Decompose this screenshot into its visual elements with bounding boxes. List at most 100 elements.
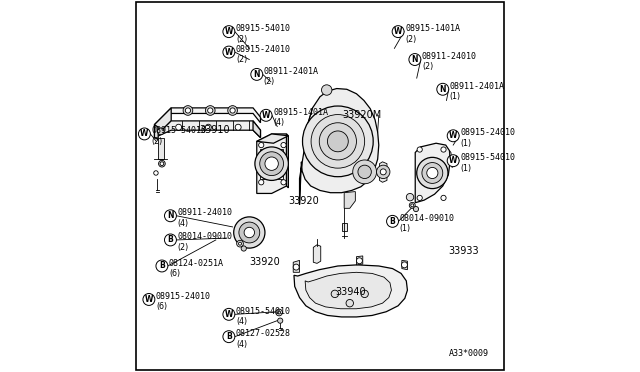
Text: W: W [394, 27, 403, 36]
Text: 08915-54010: 08915-54010 [152, 126, 207, 135]
Circle shape [427, 167, 438, 179]
Text: (4): (4) [273, 118, 284, 127]
Circle shape [380, 169, 386, 175]
Circle shape [417, 157, 448, 189]
Polygon shape [300, 89, 379, 205]
Text: N: N [167, 211, 173, 220]
Text: 08014-09010: 08014-09010 [177, 232, 232, 241]
Text: 08915-1401A: 08915-1401A [273, 108, 328, 117]
Circle shape [356, 258, 362, 264]
Circle shape [441, 147, 446, 152]
Polygon shape [402, 260, 408, 270]
Circle shape [447, 155, 459, 167]
Text: W: W [145, 295, 153, 304]
Circle shape [346, 299, 353, 307]
Text: B: B [390, 217, 396, 226]
Circle shape [228, 106, 237, 115]
Circle shape [437, 83, 449, 95]
Polygon shape [154, 108, 260, 127]
Circle shape [223, 308, 235, 320]
Text: N: N [412, 55, 418, 64]
Text: 08014-09010: 08014-09010 [399, 214, 454, 223]
Circle shape [138, 128, 150, 140]
Text: 33933: 33933 [449, 246, 479, 256]
Circle shape [156, 260, 168, 272]
Text: (1): (1) [450, 92, 461, 101]
Polygon shape [380, 162, 387, 182]
Text: A33*0009: A33*0009 [449, 349, 489, 358]
Text: 08911-2401A: 08911-2401A [264, 67, 319, 76]
Circle shape [251, 68, 262, 80]
Circle shape [387, 215, 399, 227]
Text: (1): (1) [399, 224, 411, 233]
Text: 08915-54010: 08915-54010 [460, 153, 515, 162]
Circle shape [164, 234, 177, 246]
Circle shape [358, 165, 371, 179]
Text: (2): (2) [236, 35, 247, 44]
Circle shape [164, 210, 177, 222]
Circle shape [260, 152, 284, 176]
Polygon shape [293, 260, 300, 272]
Text: 08124-0251A: 08124-0251A [169, 259, 224, 267]
Circle shape [265, 157, 278, 170]
Circle shape [376, 165, 390, 179]
Text: 33920M: 33920M [342, 110, 381, 120]
Circle shape [303, 106, 373, 177]
Circle shape [159, 160, 165, 167]
Circle shape [255, 147, 289, 180]
Circle shape [441, 195, 446, 201]
Text: W: W [225, 310, 233, 319]
Circle shape [175, 124, 182, 130]
Polygon shape [158, 138, 164, 159]
Circle shape [311, 115, 365, 168]
Text: (4): (4) [236, 317, 247, 326]
Text: B: B [168, 235, 173, 244]
Text: (4): (4) [177, 219, 189, 228]
Text: W: W [262, 111, 270, 120]
Circle shape [143, 294, 155, 305]
Circle shape [413, 206, 419, 212]
Circle shape [361, 290, 369, 298]
Circle shape [319, 123, 356, 160]
Polygon shape [344, 192, 355, 208]
Circle shape [278, 311, 280, 314]
Circle shape [186, 108, 191, 113]
Circle shape [293, 264, 299, 270]
Circle shape [205, 124, 211, 130]
Text: 08915-1401A: 08915-1401A [405, 24, 460, 33]
Text: 08915-24010: 08915-24010 [236, 45, 291, 54]
Polygon shape [314, 245, 321, 263]
Polygon shape [305, 272, 392, 309]
Circle shape [392, 26, 404, 38]
Text: B: B [159, 262, 164, 270]
Text: 08915-24010: 08915-24010 [460, 128, 515, 137]
Text: (2): (2) [422, 62, 433, 71]
Circle shape [239, 222, 260, 243]
Circle shape [278, 318, 283, 323]
Polygon shape [154, 121, 260, 138]
Circle shape [205, 106, 215, 115]
Circle shape [353, 160, 376, 184]
Circle shape [241, 246, 246, 251]
Polygon shape [260, 149, 283, 179]
Polygon shape [294, 265, 408, 317]
Text: 08911-24010: 08911-24010 [177, 208, 232, 217]
Circle shape [259, 142, 264, 148]
Text: (2): (2) [177, 243, 189, 252]
Circle shape [160, 162, 164, 166]
Text: 08915-24010: 08915-24010 [156, 292, 211, 301]
Circle shape [422, 163, 443, 183]
Circle shape [207, 108, 213, 113]
Text: N: N [440, 85, 446, 94]
Polygon shape [154, 125, 158, 140]
Polygon shape [287, 134, 289, 188]
Circle shape [260, 109, 272, 121]
Circle shape [244, 227, 255, 238]
Circle shape [223, 331, 235, 343]
Text: (6): (6) [169, 269, 180, 278]
Text: (2): (2) [236, 55, 247, 64]
Text: 08127-02528: 08127-02528 [236, 329, 291, 338]
Polygon shape [415, 143, 450, 203]
Circle shape [223, 26, 235, 38]
Text: W: W [449, 156, 458, 165]
